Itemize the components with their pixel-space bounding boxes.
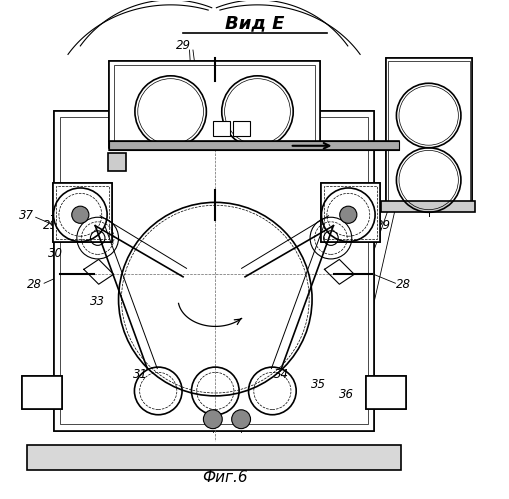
Bar [53, 183, 111, 242]
Text: 29: 29 [375, 219, 390, 232]
Bar [232, 121, 249, 136]
Bar [108, 141, 398, 150]
Text: 30: 30 [48, 247, 63, 260]
Bar [53, 183, 111, 242]
Bar [385, 58, 471, 205]
Circle shape [339, 206, 356, 224]
Circle shape [72, 206, 89, 224]
Bar [22, 376, 62, 409]
Text: 31: 31 [133, 368, 148, 381]
Bar [365, 376, 406, 409]
Bar [212, 121, 230, 136]
Circle shape [203, 410, 222, 429]
Bar [108, 61, 319, 148]
Text: 33: 33 [90, 295, 104, 308]
Text: 36: 36 [338, 388, 354, 401]
Text: Вид Е: Вид Е [225, 14, 284, 32]
Bar [54, 111, 374, 431]
Bar [320, 183, 379, 242]
Bar [26, 445, 401, 471]
Text: 37: 37 [19, 209, 34, 222]
Text: 29: 29 [43, 219, 58, 232]
Text: 28: 28 [395, 278, 411, 291]
Circle shape [231, 410, 250, 429]
Bar [61, 117, 367, 424]
Bar [387, 61, 469, 203]
Bar [56, 186, 108, 239]
Bar [54, 111, 374, 431]
Bar [22, 376, 62, 409]
Text: 35: 35 [310, 378, 325, 391]
Bar [114, 65, 314, 144]
Bar [385, 58, 471, 205]
Text: 28: 28 [26, 278, 42, 291]
Bar [365, 376, 406, 409]
Text: 29: 29 [175, 38, 190, 51]
Text: Фиг.6: Фиг.6 [202, 470, 247, 485]
Bar [380, 202, 474, 212]
Text: 34: 34 [273, 368, 288, 381]
Bar [320, 183, 379, 242]
Bar [323, 186, 376, 239]
Bar [108, 61, 319, 148]
Bar [107, 153, 126, 171]
